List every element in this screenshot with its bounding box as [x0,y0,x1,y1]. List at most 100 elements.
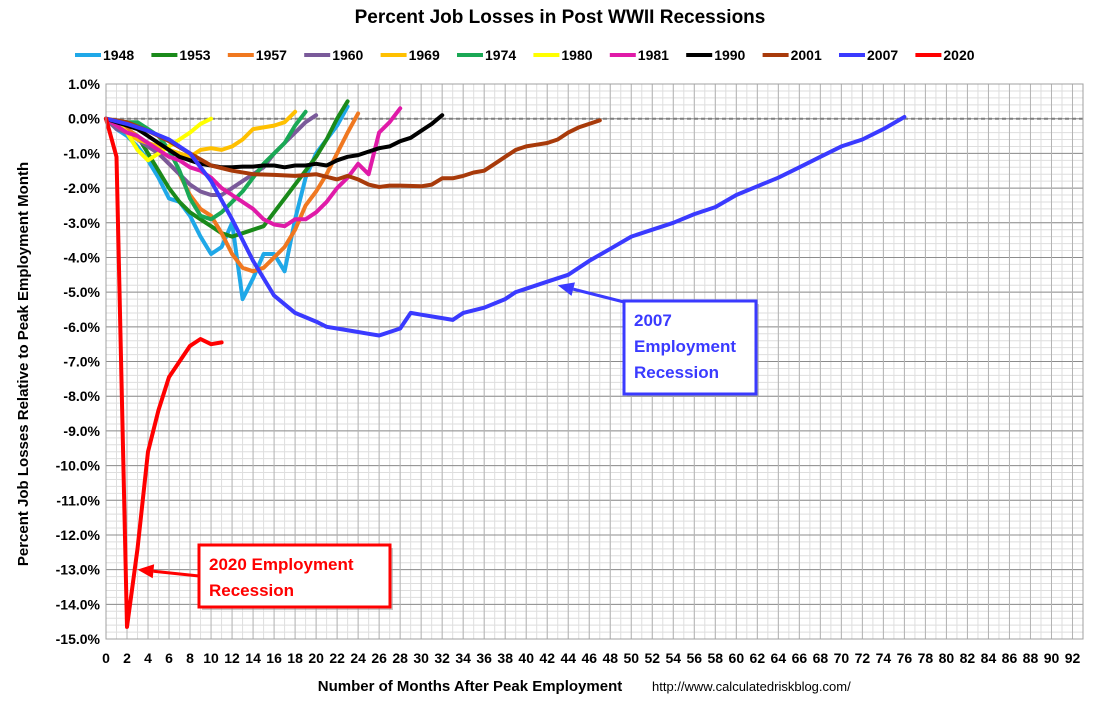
source-url: http://www.calculatedriskblog.com/ [652,679,851,694]
legend-label-1974: 1974 [485,47,516,63]
legend-label-1957: 1957 [256,47,287,63]
legend-label-1953: 1953 [179,47,210,63]
x-tick-label: 20 [308,650,324,666]
series-line-2020 [104,116,224,629]
x-tick-label: 82 [960,650,976,666]
series-line-1974 [104,109,308,222]
x-tick-label: 2 [123,650,131,666]
x-tick-label: 76 [897,650,913,666]
y-tick-label: -12.0% [56,527,101,543]
y-axis-label: Percent Job Losses Relative to Peak Empl… [15,162,32,566]
x-tick-label: 62 [750,650,766,666]
series-line-2007 [104,115,907,338]
annotation-arrow-line [572,287,625,304]
y-tick-label: -3.0% [63,215,100,231]
y-tick-label: -5.0% [63,284,100,300]
y-tick-label: -10.0% [56,458,101,474]
x-tick-label: 92 [1065,650,1081,666]
y-tick-label: -1.0% [63,145,100,161]
series-line-1969 [104,109,298,159]
legend: 1948 1953 1957 1960 1969 1974 1980 1981 1990 2001… [75,47,975,63]
x-tick-label: 12 [224,650,240,666]
legend-label-1990: 1990 [714,47,745,63]
annotation-arrow-line [153,569,200,578]
legend-label-2007: 2007 [867,47,898,63]
x-tick-label: 32 [434,650,450,666]
x-tick-label: 50 [623,650,639,666]
x-tick-label: 40 [518,650,534,666]
series-line-1990 [104,113,445,170]
plot-border [105,83,1084,640]
x-tick-label: 28 [392,650,408,666]
y-tick-label: -11.0% [56,492,100,508]
legend-label-1948: 1948 [103,47,134,63]
x-tick-label: 18 [287,650,303,666]
x-tick-label: 14 [245,650,261,666]
legend-label-2001: 2001 [791,47,822,63]
legend-label-2020: 2020 [943,47,974,63]
series-lines [104,99,907,629]
legend-label-1960: 1960 [332,47,363,63]
y-tick-label: 0.0% [68,111,100,127]
x-tick-label: 88 [1023,650,1039,666]
x-axis-ticks: 0 2 4 6 8 10 12 14 16 18 20 22 24 26 28 30 32 34 36 38 40 42 4… [102,650,1080,666]
y-tick-label: -6.0% [63,319,100,335]
x-tick-label: 60 [729,650,745,666]
y-tick-label: -9.0% [63,423,100,439]
x-tick-label: 46 [581,650,597,666]
y-tick-label: -15.0% [56,631,101,647]
annotation-box [622,299,758,396]
x-tick-label: 74 [876,650,892,666]
x-tick-label: 42 [539,650,555,666]
x-tick-label: 36 [476,650,492,666]
x-tick-label: 0 [102,650,110,666]
annotation-text: 2020 Employment [209,555,354,574]
x-tick-label: 34 [455,650,471,666]
series-line-1981 [104,106,403,229]
x-tick-label: 72 [855,650,871,666]
annotation-text: Recession [209,581,294,600]
x-tick-label: 22 [329,650,345,666]
legend-label-1969: 1969 [409,47,440,63]
x-tick-label: 68 [813,650,829,666]
x-tick-label: 48 [602,650,618,666]
x-tick-label: 70 [834,650,850,666]
x-tick-label: 84 [981,650,997,666]
x-tick-label: 64 [771,650,787,666]
annotation-arrowhead [137,564,155,579]
chart-title: Percent Job Losses in Post WWII Recessio… [355,7,766,28]
y-tick-label: -7.0% [63,354,100,370]
y-axis-ticks: 1.0% 0.0% -1.0% -2.0% -3.0% -4.0% -5.0% -6.0% -7… [56,76,101,647]
x-tick-label: 4 [144,650,152,666]
legend-label-1981: 1981 [638,47,669,63]
x-tick-label: 44 [560,650,576,666]
y-tick-label: -14.0% [56,596,101,612]
legend-label-1980: 1980 [561,47,592,63]
x-tick-label: 6 [165,650,173,666]
y-tick-label: 1.0% [68,76,100,92]
x-tick-label: 54 [666,650,682,666]
x-tick-label: 10 [203,650,219,666]
x-tick-label: 24 [350,650,366,666]
annotations: 2007 Employment Recession 2020 Employment Re… [137,282,759,610]
annotation-text: Employment [634,337,736,356]
x-axis-label: Number of Months After Peak Employment [318,678,622,695]
x-tick-label: 90 [1044,650,1060,666]
x-tick-label: 58 [708,650,724,666]
x-tick-label: 30 [413,650,429,666]
series-line-1953 [104,99,350,239]
annotation-arrowhead [557,282,575,296]
x-tick-label: 26 [371,650,387,666]
y-tick-label: -8.0% [63,388,100,404]
x-tick-label: 78 [918,650,934,666]
y-tick-label: -4.0% [63,249,100,265]
x-tick-label: 16 [266,650,282,666]
annotation-text: Recession [634,363,719,382]
x-tick-label: 52 [644,650,660,666]
series-line-2001 [104,116,602,189]
x-tick-label: 56 [687,650,703,666]
x-tick-label: 8 [186,650,194,666]
x-tick-label: 38 [497,650,513,666]
y-tick-label: -2.0% [63,180,100,196]
